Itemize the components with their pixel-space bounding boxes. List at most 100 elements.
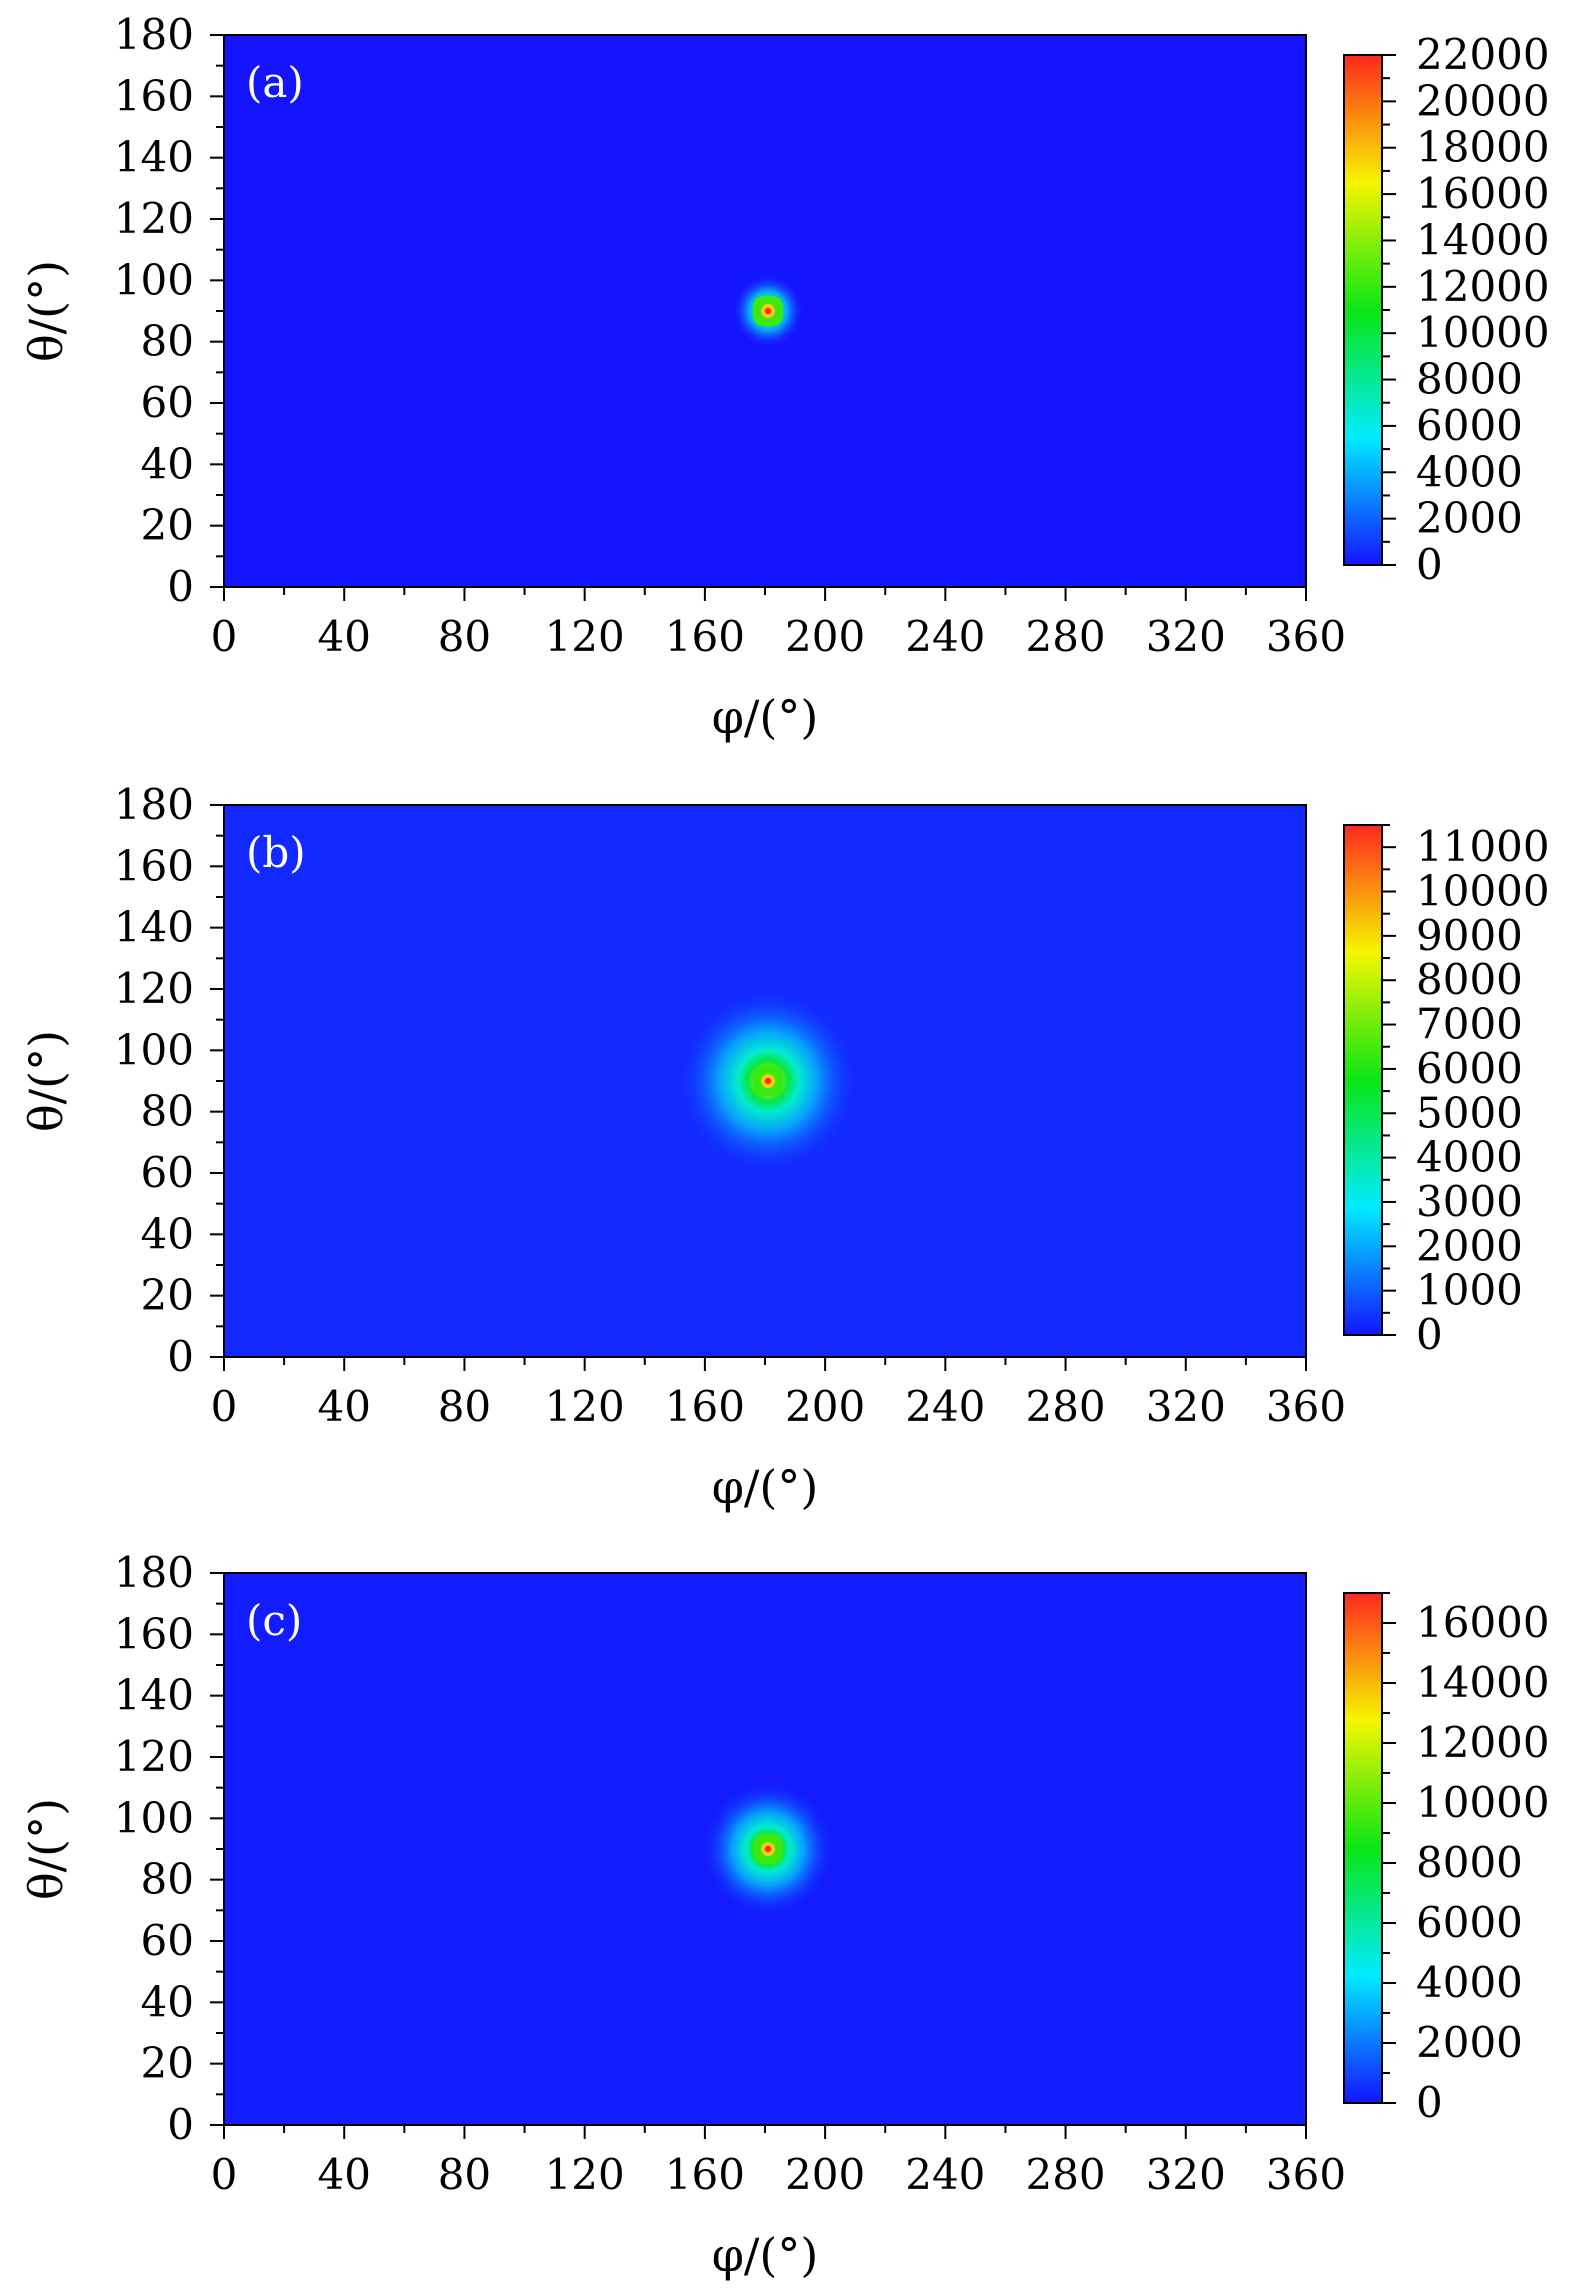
x-tick-label: 120: [545, 612, 625, 661]
x-tick-label: 360: [1266, 612, 1346, 661]
colorbar-tick-label: 14000: [1416, 1658, 1550, 1707]
x-tick-label: 240: [905, 612, 985, 661]
y-tick-label: 140: [114, 1671, 194, 1720]
y-tick-label: 160: [114, 841, 194, 890]
colorbar: [1343, 1592, 1383, 2104]
x-tick-label: 0: [211, 612, 238, 661]
y-axis-label: θ/(°): [19, 260, 73, 362]
colorbar: [1343, 824, 1383, 1336]
y-tick-label: 0: [167, 562, 194, 611]
x-tick-label: 320: [1146, 1382, 1226, 1431]
x-tick-label: 240: [905, 1382, 985, 1431]
x-tick-label: 120: [545, 1382, 625, 1431]
y-tick-label: 180: [114, 10, 194, 59]
colorbar-tick-label: 11000: [1416, 822, 1550, 871]
x-tick-label: 200: [785, 1382, 865, 1431]
x-tick-label: 80: [438, 612, 491, 661]
colorbar-tick-label: 6000: [1416, 1044, 1523, 1093]
x-tick-label: 320: [1146, 612, 1226, 661]
y-tick-label: 60: [141, 1148, 194, 1197]
x-tick-label: 360: [1266, 1382, 1346, 1431]
colorbar-tick-label: 0: [1416, 1310, 1443, 1359]
colorbar-tick-label: 12000: [1416, 262, 1550, 311]
heatmap-peak: [764, 1845, 772, 1853]
colorbar-tick-label: 8000: [1416, 355, 1523, 404]
panel-label: (b): [246, 828, 306, 877]
colorbar-tick-label: 10000: [1416, 867, 1550, 916]
y-tick-label: 60: [141, 378, 194, 427]
x-tick-label: 40: [317, 612, 370, 661]
y-tick-label: 40: [141, 1209, 194, 1258]
colorbar-tick-label: 3000: [1416, 1177, 1523, 1226]
colorbar: [1343, 54, 1383, 566]
x-tick-label: 280: [1025, 1382, 1105, 1431]
colorbar-tick-label: 2000: [1416, 2018, 1523, 2067]
x-tick-label: 0: [211, 1382, 238, 1431]
colorbar-tick-label: 6000: [1416, 401, 1523, 450]
colorbar-tick-label: 22000: [1416, 30, 1550, 79]
x-tick-label: 360: [1266, 2150, 1346, 2199]
y-tick-label: 60: [141, 1916, 194, 1965]
colorbar-tick-label: 4000: [1416, 1958, 1523, 2007]
y-tick-label: 40: [141, 1977, 194, 2026]
y-tick-label: 140: [114, 133, 194, 182]
y-tick-label: 40: [141, 439, 194, 488]
heatmap-peak: [764, 307, 772, 315]
x-tick-label: 280: [1025, 612, 1105, 661]
x-axis-label: φ/(°): [712, 690, 819, 744]
y-tick-label: 20: [141, 1271, 194, 1320]
colorbar-tick-label: 6000: [1416, 1898, 1523, 1947]
panel-label: (a): [246, 58, 304, 107]
x-tick-label: 120: [545, 2150, 625, 2199]
colorbar-tick-label: 5000: [1416, 1088, 1523, 1137]
colorbar-tick-label: 8000: [1416, 955, 1523, 1004]
y-tick-label: 80: [141, 1855, 194, 1904]
colorbar-tick-label: 14000: [1416, 215, 1550, 264]
y-tick-label: 100: [114, 1793, 194, 1842]
x-tick-label: 80: [438, 2150, 491, 2199]
colorbar-tick-label: 4000: [1416, 1133, 1523, 1182]
y-tick-label: 80: [141, 1087, 194, 1136]
y-tick-label: 180: [114, 780, 194, 829]
x-tick-label: 40: [317, 1382, 370, 1431]
x-tick-label: 320: [1146, 2150, 1226, 2199]
x-axis-label: φ/(°): [712, 2228, 819, 2282]
y-tick-label: 20: [141, 501, 194, 550]
panel-label: (c): [246, 1596, 302, 1645]
colorbar-tick-label: 1000: [1416, 1266, 1523, 1315]
y-axis-label: θ/(°): [19, 1030, 73, 1132]
y-tick-label: 80: [141, 317, 194, 366]
x-tick-label: 160: [665, 1382, 745, 1431]
colorbar-tick-label: 2000: [1416, 494, 1523, 543]
y-tick-label: 180: [114, 1548, 194, 1597]
x-tick-label: 0: [211, 2150, 238, 2199]
x-tick-label: 280: [1025, 2150, 1105, 2199]
colorbar-tick-label: 18000: [1416, 123, 1550, 172]
y-tick-label: 0: [167, 1332, 194, 1381]
x-tick-label: 160: [665, 2150, 745, 2199]
panel-1: 0 40 80 120 160 200 240 280 320 360 0 20 40 60 80 100 12…: [19, 780, 1550, 1514]
x-tick-label: 240: [905, 2150, 985, 2199]
colorbar-tick-label: 0: [1416, 540, 1443, 589]
colorbar-tick-label: 16000: [1416, 1598, 1550, 1647]
colorbar-tick-label: 10000: [1416, 1778, 1550, 1827]
panel-0: 0 40 80 120 160 200 240 280 320 360 0 20 40 60 80 100 12…: [19, 10, 1550, 744]
x-tick-label: 40: [317, 2150, 370, 2199]
x-tick-label: 200: [785, 612, 865, 661]
heatmap-peak: [764, 1077, 772, 1085]
y-axis-label: θ/(°): [19, 1798, 73, 1900]
colorbar-tick-label: 4000: [1416, 447, 1523, 496]
colorbar-tick-label: 9000: [1416, 911, 1523, 960]
y-tick-label: 20: [141, 2039, 194, 2088]
colorbar-tick-label: 7000: [1416, 1000, 1523, 1049]
colorbar-tick-label: 12000: [1416, 1718, 1550, 1767]
y-tick-label: 160: [114, 1609, 194, 1658]
x-axis-label: φ/(°): [712, 1460, 819, 1514]
x-tick-label: 160: [665, 612, 745, 661]
y-tick-label: 160: [114, 71, 194, 120]
colorbar-tick-label: 0: [1416, 2078, 1443, 2127]
y-tick-label: 120: [114, 964, 194, 1013]
colorbar-tick-label: 8000: [1416, 1838, 1523, 1887]
colorbar-tick-label: 20000: [1416, 76, 1550, 125]
